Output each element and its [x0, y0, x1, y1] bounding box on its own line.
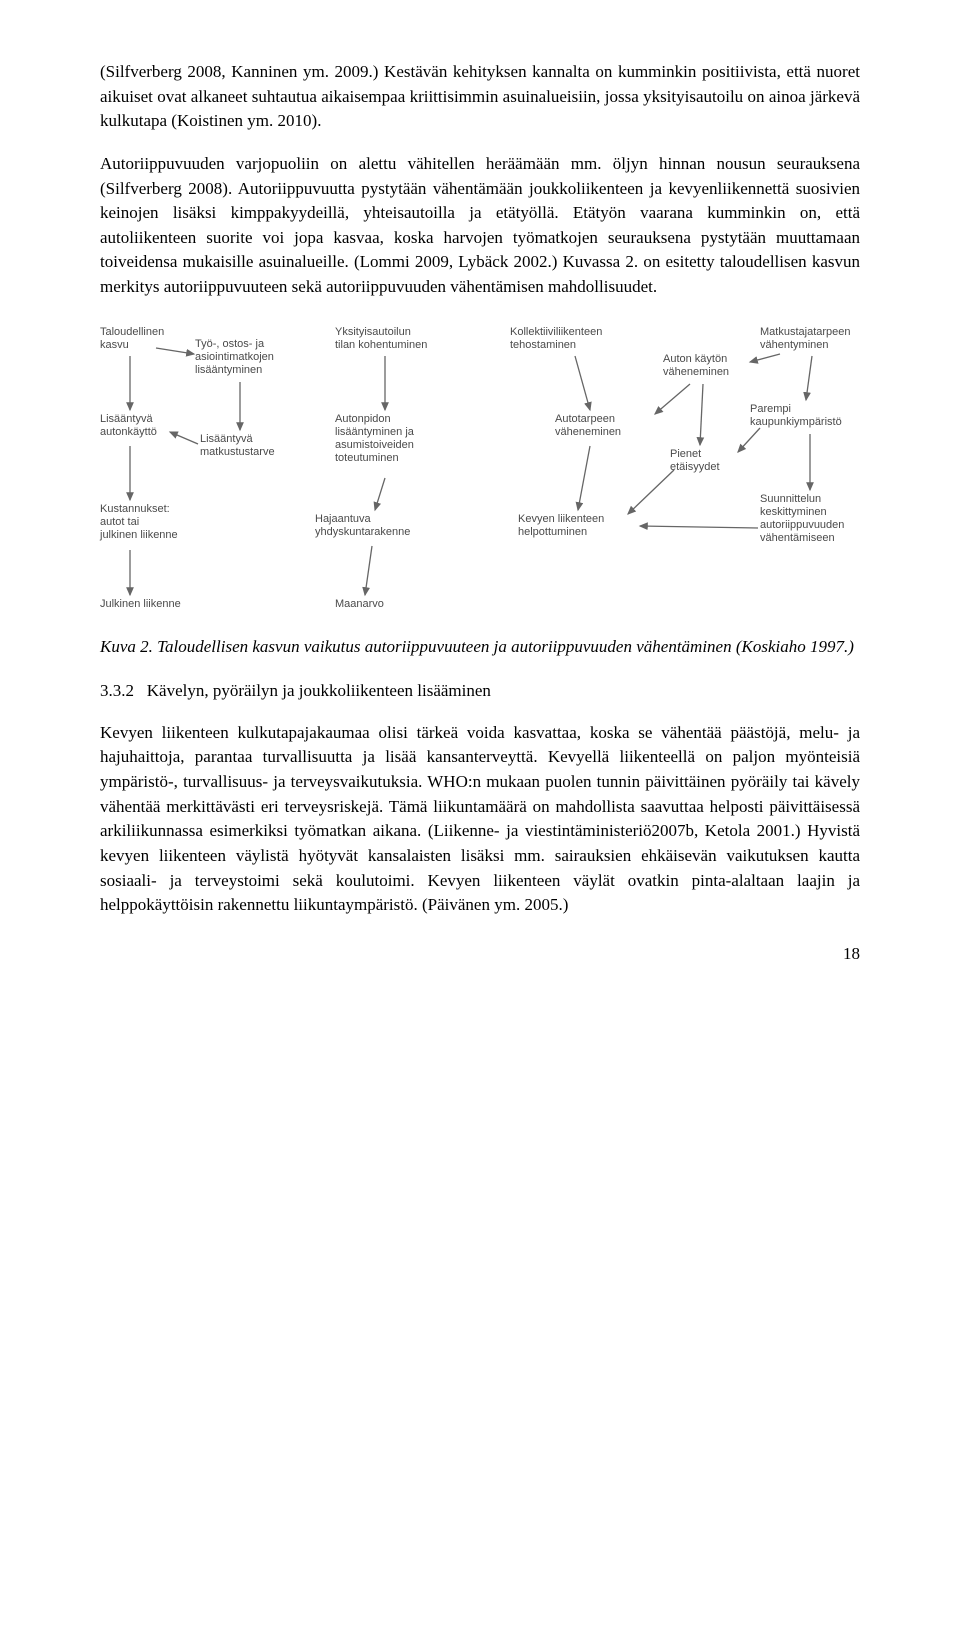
diagram-label-autonkayton: Auton käytönväheneminen: [663, 353, 773, 379]
diagram-label-kustannukset: Kustannukset:autot taijulkinen liikenne: [100, 503, 210, 543]
diagram-label-maanarvo: Maanarvo: [335, 598, 425, 611]
figure-2-diagram: TaloudellinenkasvuTyö-, ostos- jaasioint…: [100, 318, 860, 628]
diagram-label-yksityisautoilu: Yksityisautoiluntilan kohentuminen: [335, 326, 465, 352]
paragraph-1: (Silfverberg 2008, Kanninen ym. 2009.) K…: [100, 60, 860, 134]
diagram-label-autonpidon: Autonpidonlisääntyminen jaasumistoiveide…: [335, 413, 465, 466]
diagram-arrow: [806, 356, 812, 400]
diagram-arrow: [578, 446, 590, 510]
section-heading: 3.3.2 Kävelyn, pyöräilyn ja joukkoliiken…: [100, 681, 860, 701]
diagram-arrow: [375, 478, 385, 510]
section-title: Kävelyn, pyöräilyn ja joukkoliikenteen l…: [147, 681, 491, 700]
diagram-label-kollektiivi: Kollektiiviliikenteentehostaminen: [510, 326, 650, 352]
diagram-arrow: [628, 470, 674, 514]
diagram-label-pienet: Pienetetäisyydet: [670, 448, 760, 474]
diagram-label-kevyen: Kevyen liikenteenhelpottuminen: [518, 513, 648, 539]
diagram-arrow: [365, 546, 372, 595]
diagram-arrow: [700, 384, 703, 445]
diagram-arrow: [640, 526, 758, 528]
diagram-arrow: [575, 356, 590, 410]
figure-2-caption: Kuva 2. Taloudellisen kasvun vaikutus au…: [100, 636, 860, 659]
diagram-label-suunnittelun: Suunnittelunkeskittyminenautoriippuvuude…: [760, 493, 880, 546]
diagram-label-lisautokaytto: Lisääntyväautonkäyttö: [100, 413, 190, 439]
page-number: 18: [100, 944, 860, 964]
diagram-label-parempi: Parempikaupunkiympäristö: [750, 403, 870, 429]
section-number: 3.3.2: [100, 681, 134, 700]
diagram-label-tyoostos: Työ-, ostos- jaasiointimatkojenlisääntym…: [195, 338, 305, 378]
diagram-label-autotarpeen: Autotarpeenväheneminen: [555, 413, 665, 439]
diagram-label-matkustajatarpeen: Matkustajatarpeenvähentyminen: [760, 326, 880, 352]
diagram-label-hajaantuva: Hajaantuvayhdyskuntarakenne: [315, 513, 455, 539]
diagram-label-julkinen: Julkinen liikenne: [100, 598, 210, 611]
diagram-label-lismatkustus: Lisääntyvämatkustustarve: [200, 433, 310, 459]
paragraph-2: Autoriippuvuuden varjopuoliin on alettu …: [100, 152, 860, 300]
diagram-label-taloudellinen: Taloudellinenkasvu: [100, 326, 190, 352]
paragraph-3: Kevyen liikenteen kulkutapajakaumaa olis…: [100, 721, 860, 918]
diagram-arrow: [655, 384, 690, 414]
